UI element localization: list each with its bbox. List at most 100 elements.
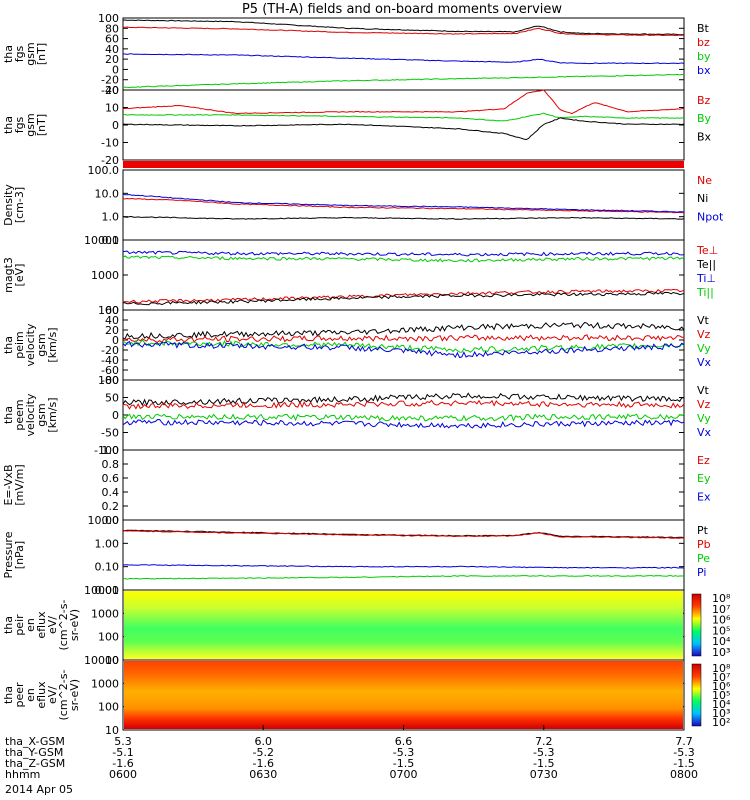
- series-Te⊥: [122, 288, 685, 304]
- legend-Te||: Te||: [696, 258, 716, 271]
- series-Vx: [122, 418, 685, 429]
- y-label-line: (cm^2-s-: [57, 670, 70, 721]
- y-tick-label: 20: [105, 84, 119, 97]
- y-tick-label: 0: [112, 409, 119, 422]
- panel-7: E=-VxB[mV/m] 1.00.80.60.40.20.0 Ez Ey Ex: [2, 444, 711, 527]
- date-label: 2014 Apr 05: [5, 783, 73, 796]
- x-tick-label: -5.3: [673, 746, 694, 759]
- y-tick-label: 10000: [84, 584, 119, 597]
- x-tick-label: 0600: [109, 768, 137, 781]
- legend-Bz: Bz: [697, 94, 711, 107]
- x-axis-row-name: tha_X-GSM: [5, 735, 65, 748]
- series-Bt: [122, 19, 685, 36]
- colorbar-tick-label: 10³: [712, 646, 730, 659]
- x-axis-row-name: tha_Y-GSM: [5, 746, 63, 759]
- x-tick-label: -5.3: [533, 746, 554, 759]
- series-Vt: [122, 321, 685, 340]
- x-tick-label: 7.2: [535, 735, 553, 748]
- y-tick-label: 0.4: [102, 486, 120, 499]
- y-label-line: velocity: [24, 323, 37, 366]
- legend-Pi: Pi: [697, 566, 706, 579]
- x-axis: tha_X-GSM 5.3 6.0 6.6 7.2 7.7 tha_Y-GSM -5.1 -5.…: [5, 725, 698, 781]
- legend-Vy: Vy: [697, 412, 711, 425]
- y-tick-label: -40: [101, 354, 119, 367]
- series-Vy: [122, 339, 685, 353]
- y-label-line: [eV]: [13, 264, 26, 287]
- legend-By: By: [697, 112, 712, 125]
- series-Pe: [122, 575, 685, 580]
- legend-bz: bz: [697, 36, 710, 49]
- y-tick-label: 20: [105, 53, 119, 66]
- x-tick-label: -1.6: [253, 757, 274, 770]
- legend-Bx: Bx: [697, 130, 712, 143]
- colorbar: [691, 593, 702, 657]
- y-label-line: (cm^2-s-: [57, 600, 70, 651]
- y-tick-label: 10: [105, 654, 119, 667]
- y-label-line: eV/: [46, 616, 59, 634]
- legend-Ni: Ni: [697, 192, 708, 205]
- legend-bx: bx: [697, 64, 711, 77]
- y-label-line: eflux: [35, 611, 48, 639]
- spectrogram: [124, 661, 683, 729]
- series-Te||: [122, 291, 685, 306]
- y-label-line: tha: [2, 616, 15, 634]
- panel-3: Density[cm-3] 100.0 10.0 1.0 0.1 Ne Ni Npot: [2, 164, 724, 247]
- y-label-line: tha: [2, 45, 15, 63]
- y-tick-label: 0.1: [102, 234, 120, 247]
- legend-Pe: Pe: [697, 552, 710, 565]
- y-label-line: magt3: [2, 257, 15, 293]
- y-tick-label: 1000: [91, 269, 119, 282]
- series-Ne: [122, 197, 684, 214]
- spectrogram: [124, 591, 683, 659]
- legend-Vy: Vy: [697, 342, 711, 355]
- panel-frame: [122, 449, 685, 521]
- y-label-line: en: [24, 688, 37, 702]
- legend-Pt: Pt: [697, 524, 709, 537]
- legend-Te⊥: Te⊥: [696, 244, 718, 257]
- panel-frame: [122, 169, 685, 241]
- colorbar-tick-label: 10⁵: [712, 689, 730, 702]
- y-tick-label: -20: [101, 344, 119, 357]
- y-tick-label: -100: [94, 444, 119, 457]
- y-tick-label: -10: [101, 137, 119, 150]
- y-label-line: Pressure: [2, 531, 15, 578]
- x-tick-label: -1.5: [533, 757, 554, 770]
- y-label-line: E=-VxB: [2, 464, 15, 505]
- x-tick-label: 6.6: [395, 735, 413, 748]
- colorbar-tick-label: 10⁵: [712, 624, 730, 637]
- legend-Vz: Vz: [697, 398, 711, 411]
- series-Pi: [123, 564, 685, 569]
- colorbar-tick-label: 10⁴: [712, 698, 731, 711]
- x-axis-row-name: tha_Z-GSM: [5, 757, 65, 770]
- y-label-line: gsm: [35, 333, 48, 356]
- y-tick-label: 40: [105, 314, 119, 327]
- y-label-line: [nPa]: [13, 541, 26, 569]
- y-label-line: [km/s]: [46, 397, 59, 432]
- x-tick-label: -5.2: [253, 746, 274, 759]
- y-tick-label: 10.00: [88, 514, 120, 527]
- y-label-line: tha: [2, 336, 15, 354]
- y-label-line: sr-eV): [68, 609, 81, 641]
- y-tick-label: 10000: [84, 234, 119, 247]
- legend-Ne: Ne: [697, 174, 712, 187]
- y-label-line: eflux: [35, 681, 48, 709]
- legend-Ez: Ez: [697, 454, 710, 467]
- y-tick-label: 10: [105, 724, 119, 737]
- series-Bz: [123, 89, 685, 115]
- x-tick-label: 6.0: [255, 735, 273, 748]
- legend-Vt: Vt: [697, 384, 710, 397]
- colorbar-tick-label: 10²: [712, 716, 730, 729]
- colorbar-tick-label: 10⁶: [712, 614, 731, 627]
- x-tick-label: 7.7: [675, 735, 693, 748]
- colorbar-tick-label: 10⁷: [712, 603, 730, 616]
- series-Pt: [122, 529, 685, 539]
- y-tick-label: -60: [101, 364, 119, 377]
- panels: thafgsgsm[nT]100806040200-20-40Btbzbybxt…: [2, 12, 731, 737]
- x-tick-label: -1.5: [673, 757, 694, 770]
- y-tick-label: -40: [101, 84, 119, 97]
- y-tick-label: 1000: [91, 607, 119, 620]
- status-strip: [123, 161, 684, 168]
- x-tick-label: -1.5: [393, 757, 414, 770]
